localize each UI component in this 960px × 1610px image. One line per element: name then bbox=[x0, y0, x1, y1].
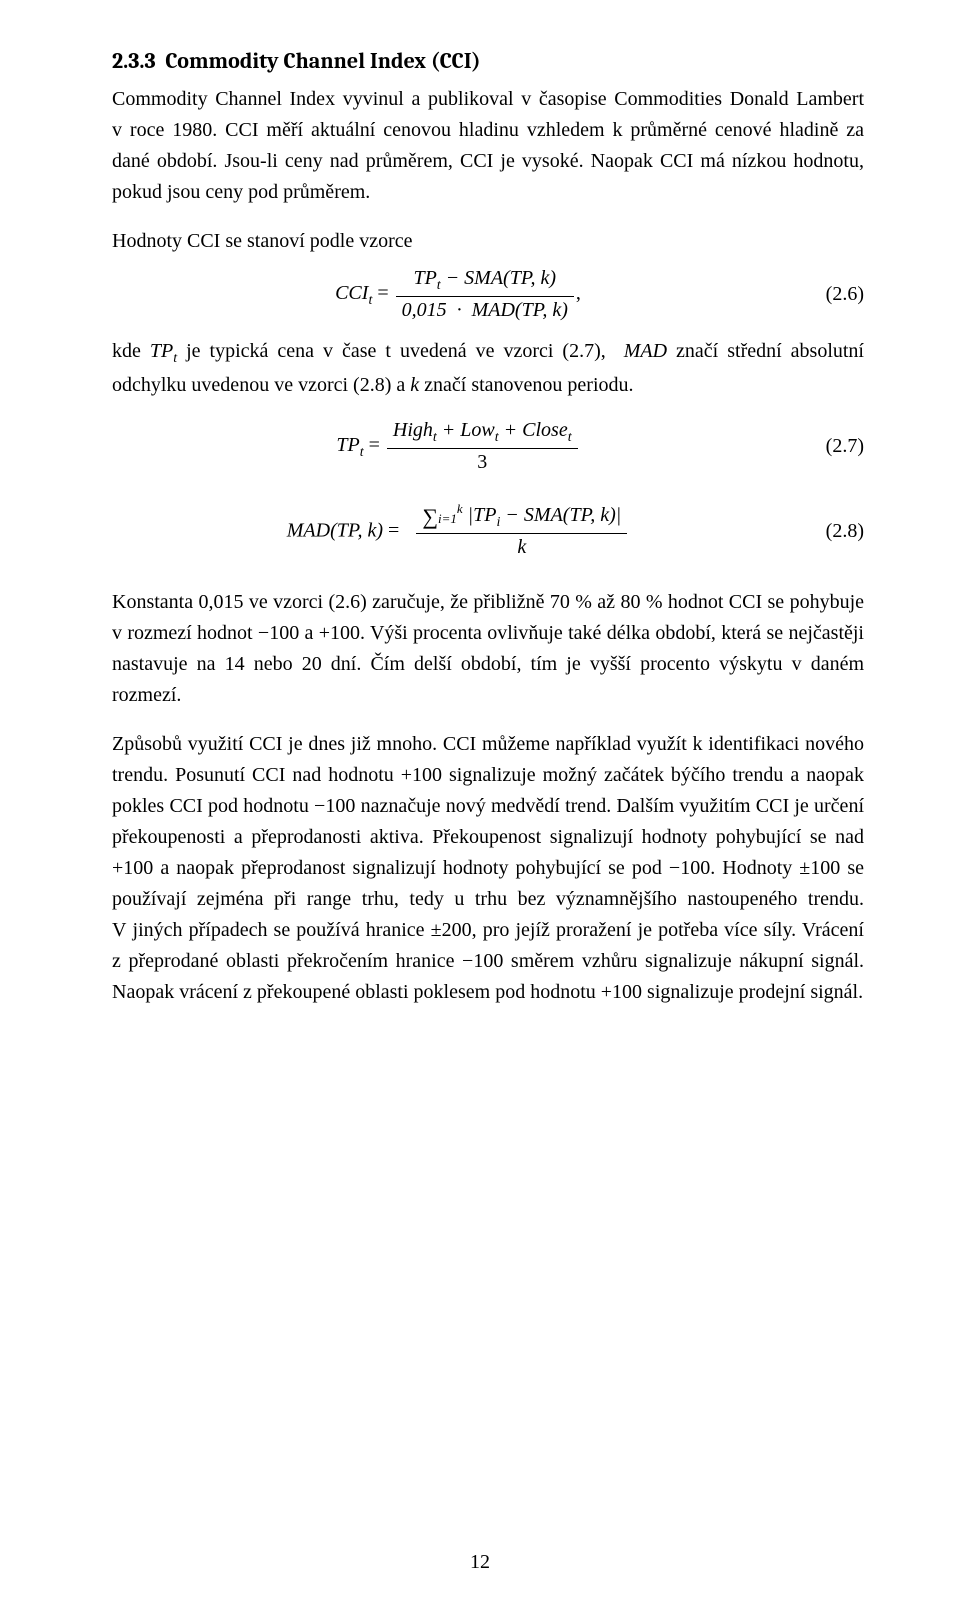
paragraph-usage: Způsobů využití CCI je dnes již mnoho. C… bbox=[112, 729, 864, 1008]
equation-cci-body: CCIt = TPt − SMA(TP, k) 0,015 · MAD(TP, … bbox=[112, 267, 804, 322]
page-container: 2.3.3 Commodity Channel Index (CCI) Comm… bbox=[0, 0, 960, 1610]
equation-mad-lhs: MAD(TP, k) bbox=[287, 519, 383, 541]
equation-cci-denominator: 0,015 · MAD(TP, k) bbox=[396, 297, 574, 322]
equation-tp: TPt = Hight + Lowt + Closet 3 (2.7) bbox=[112, 419, 864, 474]
equation-tp-number: (2.7) bbox=[804, 435, 864, 458]
equation-mad-numerator: ∑i=1k |TPi − SMA(TP, k)| bbox=[416, 504, 627, 535]
paragraph-konstanta: Konstanta 0,015 ve vzorci (2.6) zaručuje… bbox=[112, 587, 864, 711]
equation-mad-number: (2.8) bbox=[804, 520, 864, 543]
equation-cci-fraction: TPt − SMA(TP, k) 0,015 · MAD(TP, k) bbox=[396, 267, 574, 322]
equation-cci-lhs: CCIt bbox=[335, 282, 372, 304]
equation-mad-denominator: k bbox=[416, 534, 627, 559]
equation-mad-body: MAD(TP, k) = ∑i=1k |TPi − SMA(TP, k)| k bbox=[112, 504, 804, 560]
paragraph-intro: Commodity Channel Index vyvinul a publik… bbox=[112, 84, 864, 208]
section-number: 2.3.3 bbox=[112, 48, 156, 74]
equation-tp-fraction: Hight + Lowt + Closet 3 bbox=[387, 419, 578, 474]
equation-cci-numerator: TPt − SMA(TP, k) bbox=[396, 267, 574, 297]
paragraph-where: kde TPt je typická cena v čase t uvedená… bbox=[112, 336, 864, 401]
section-heading: 2.3.3 Commodity Channel Index (CCI) bbox=[112, 48, 864, 74]
paragraph-formula-lead: Hodnoty CCI se stanoví podle vzorce bbox=[112, 226, 864, 257]
equation-tp-denominator: 3 bbox=[387, 449, 578, 474]
page-number: 12 bbox=[0, 1551, 960, 1574]
equation-cci-number: (2.6) bbox=[804, 283, 864, 306]
equation-tp-lhs: TPt bbox=[336, 434, 363, 456]
equation-group-tp-mad: TPt = Hight + Lowt + Closet 3 (2.7) MAD(… bbox=[112, 419, 864, 560]
equation-mad: MAD(TP, k) = ∑i=1k |TPi − SMA(TP, k)| k … bbox=[112, 504, 864, 560]
equation-cci: CCIt = TPt − SMA(TP, k) 0,015 · MAD(TP, … bbox=[112, 267, 864, 322]
section-title: Commodity Channel Index (CCI) bbox=[165, 48, 480, 74]
equation-tp-body: TPt = Hight + Lowt + Closet 3 bbox=[112, 419, 804, 474]
equation-tp-numerator: Hight + Lowt + Closet bbox=[387, 419, 578, 449]
equation-mad-fraction: ∑i=1k |TPi − SMA(TP, k)| k bbox=[416, 504, 627, 560]
